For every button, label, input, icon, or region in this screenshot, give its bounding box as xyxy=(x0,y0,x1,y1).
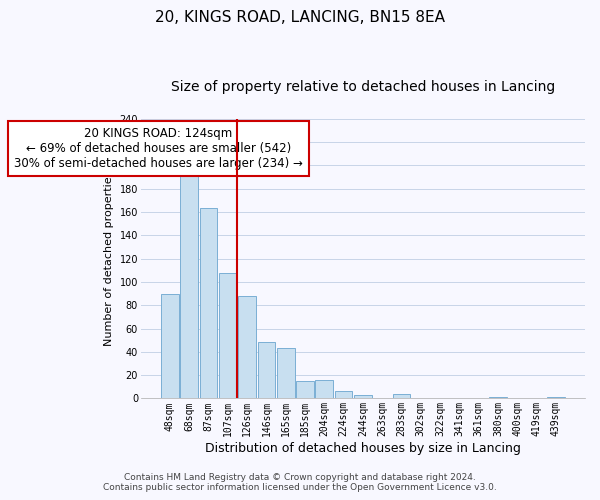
Bar xyxy=(277,348,295,399)
Bar xyxy=(354,395,372,398)
Bar xyxy=(316,380,333,398)
Bar xyxy=(257,342,275,398)
Bar xyxy=(335,392,352,398)
Bar xyxy=(161,294,179,399)
Title: Size of property relative to detached houses in Lancing: Size of property relative to detached ho… xyxy=(171,80,555,94)
Bar xyxy=(200,208,217,398)
Bar xyxy=(296,381,314,398)
Bar xyxy=(219,272,236,398)
Y-axis label: Number of detached properties: Number of detached properties xyxy=(104,171,114,346)
Text: 20, KINGS ROAD, LANCING, BN15 8EA: 20, KINGS ROAD, LANCING, BN15 8EA xyxy=(155,10,445,25)
Text: 20 KINGS ROAD: 124sqm
← 69% of detached houses are smaller (542)
30% of semi-det: 20 KINGS ROAD: 124sqm ← 69% of detached … xyxy=(14,127,303,170)
X-axis label: Distribution of detached houses by size in Lancing: Distribution of detached houses by size … xyxy=(205,442,521,455)
Text: Contains HM Land Registry data © Crown copyright and database right 2024.
Contai: Contains HM Land Registry data © Crown c… xyxy=(103,473,497,492)
Bar xyxy=(181,166,198,398)
Bar xyxy=(238,296,256,398)
Bar xyxy=(392,394,410,398)
